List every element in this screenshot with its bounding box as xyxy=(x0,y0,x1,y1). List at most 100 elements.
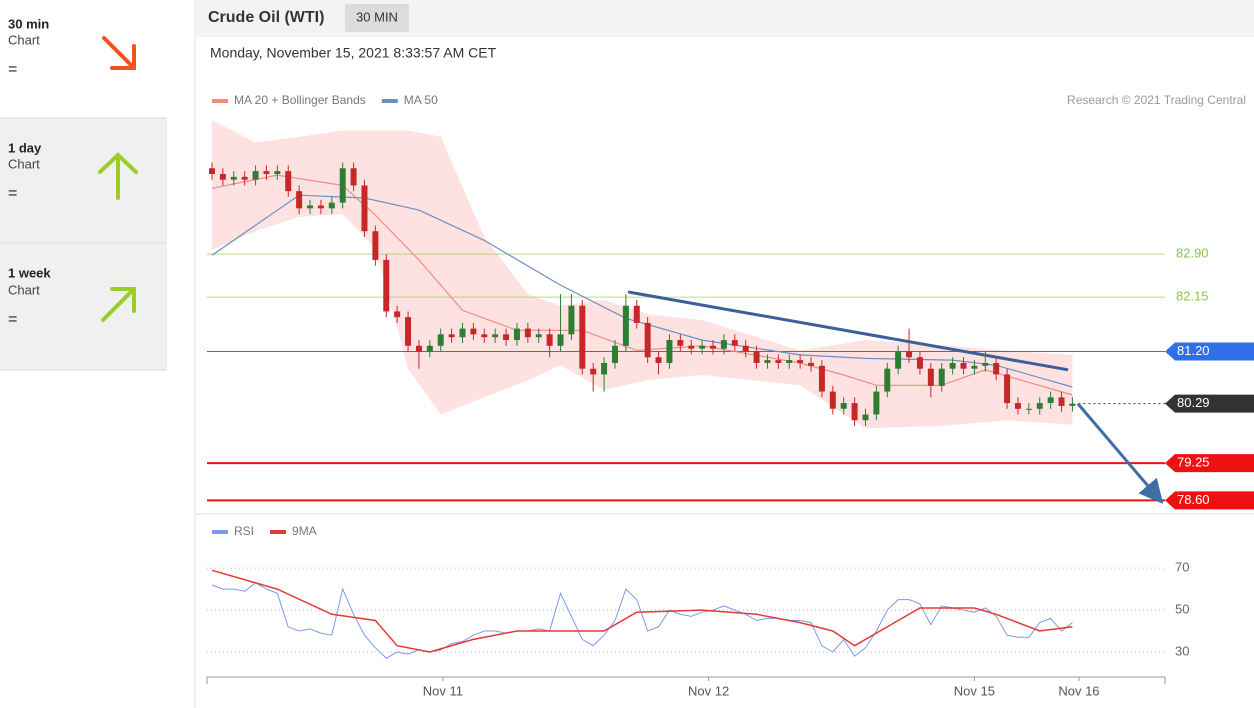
candle-body xyxy=(263,171,270,174)
level-label: 80.29 xyxy=(1177,395,1210,410)
candle-body xyxy=(688,345,695,349)
candle-body xyxy=(307,205,314,209)
indicator-line xyxy=(211,582,1073,659)
candle-body xyxy=(655,357,662,363)
interval-badge[interactable] xyxy=(345,4,409,32)
candle-body xyxy=(503,334,510,341)
candle-body xyxy=(938,368,945,386)
candle-body xyxy=(1014,403,1021,409)
candle-body xyxy=(415,345,422,352)
candle-body xyxy=(285,171,292,192)
x-tick-label: Nov 11 xyxy=(423,683,463,698)
candle-body xyxy=(960,362,967,369)
candle-body xyxy=(219,173,226,180)
candle-body xyxy=(241,176,248,180)
legend-label: 9MA xyxy=(292,524,317,538)
candle-body xyxy=(1025,408,1032,410)
candle-body xyxy=(459,328,466,338)
candle-body xyxy=(895,351,902,369)
interval: 30 MIN xyxy=(356,9,398,24)
candle-body xyxy=(742,345,749,352)
candle-body xyxy=(1069,403,1076,406)
candle-body xyxy=(622,305,629,346)
candle-body xyxy=(492,334,499,338)
candle-body xyxy=(1036,403,1043,409)
indicator-line xyxy=(211,569,1073,653)
candle-body xyxy=(1058,397,1065,406)
level-tag xyxy=(1165,491,1254,510)
level-label: 79.25 xyxy=(1177,455,1210,470)
candle-body xyxy=(699,345,706,349)
candle-body xyxy=(666,340,673,363)
candle-body xyxy=(339,168,346,203)
legend-label: MA 20 + Bollinger Bands xyxy=(234,93,366,107)
level-tag xyxy=(1165,342,1254,361)
candle-body xyxy=(209,168,215,174)
sidebar-panel[interactable] xyxy=(0,0,167,118)
status: = xyxy=(8,61,17,78)
candle-body xyxy=(840,403,847,409)
candle-body xyxy=(818,365,825,392)
candle-body xyxy=(731,340,738,346)
timestamp: Monday, November 15, 2021 8:33:57 AM CET xyxy=(210,45,497,61)
level-label: 82.90 xyxy=(1176,246,1209,261)
label: Chart xyxy=(8,32,40,47)
candle-body xyxy=(546,334,553,346)
candle-body xyxy=(350,168,357,186)
candle-body xyxy=(808,362,815,366)
candle-body xyxy=(971,365,978,369)
moving-average xyxy=(211,174,1073,396)
forecast-arrow xyxy=(1076,402,1164,504)
period: 1 week xyxy=(8,265,51,280)
candle-body xyxy=(829,391,836,409)
candle-body xyxy=(677,340,684,346)
y-tick-label: 30 xyxy=(1175,643,1189,658)
candle-body xyxy=(982,362,989,366)
candle-body xyxy=(949,362,956,369)
sidebar-panel[interactable] xyxy=(0,118,167,243)
period: 1 day xyxy=(8,140,42,155)
level-tag xyxy=(1165,454,1254,473)
level-label: 82.15 xyxy=(1176,289,1209,304)
candle-body xyxy=(884,368,891,392)
candle-body xyxy=(927,368,934,386)
x-tick-label: Nov 12 xyxy=(688,683,729,698)
candle-body xyxy=(720,340,727,349)
candle-body xyxy=(317,205,324,209)
candle-body xyxy=(916,357,923,369)
candle-body xyxy=(481,334,488,338)
status: = xyxy=(8,185,17,202)
candle-body xyxy=(611,345,618,363)
candle-body xyxy=(906,351,913,358)
candle-body xyxy=(993,362,1000,375)
candle-body xyxy=(296,191,303,209)
candle-body xyxy=(361,185,368,232)
candle-body xyxy=(862,414,869,421)
sidebar-panel[interactable] xyxy=(0,243,167,370)
candle-body xyxy=(1047,397,1054,404)
candle-body xyxy=(1004,374,1011,404)
x-tick-label: Nov 15 xyxy=(954,683,995,698)
candle-body xyxy=(470,328,477,335)
x-tick-label: Nov 16 xyxy=(1058,683,1099,698)
candle-body xyxy=(252,171,259,180)
candle-body xyxy=(764,360,771,363)
trendline xyxy=(627,290,1069,372)
candle-body xyxy=(797,360,804,363)
candle-body xyxy=(775,360,782,363)
candle-body xyxy=(710,345,717,349)
candle-body xyxy=(590,368,597,375)
y-tick-label: 50 xyxy=(1175,602,1189,617)
candle-body xyxy=(753,351,760,363)
y-tick-label: 70 xyxy=(1175,560,1189,575)
candle-body xyxy=(568,305,575,335)
instrument-title: Crude Oil (WTI) xyxy=(208,9,324,26)
candle-body xyxy=(579,305,586,369)
legend-label: RSI xyxy=(234,524,254,538)
credit: Research © 2021 Trading Central xyxy=(1067,93,1246,107)
level-label: 81.20 xyxy=(1177,343,1210,358)
level-tag xyxy=(1165,394,1254,413)
candle-body xyxy=(851,403,858,421)
